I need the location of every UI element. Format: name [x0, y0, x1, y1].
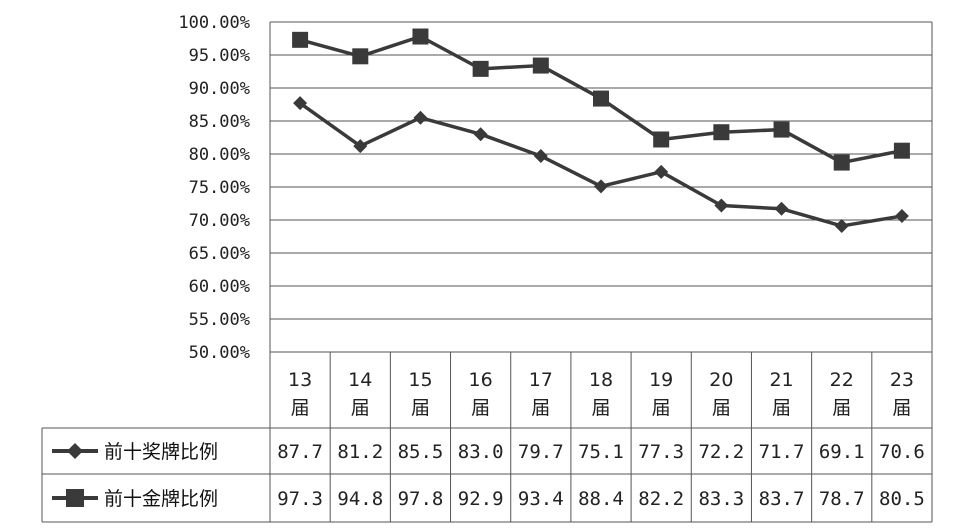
data-label: 92.9: [458, 488, 504, 510]
data-point: [293, 96, 308, 111]
data-label: 82.2: [638, 488, 684, 510]
data-label: 80.5: [879, 488, 925, 510]
series-lines: [292, 28, 910, 233]
x-category-label: 21 届: [769, 369, 793, 419]
data-point: [292, 31, 309, 48]
y-tick-label: 80.00%: [189, 145, 250, 165]
x-category-label: 17 届: [529, 369, 553, 419]
x-category-label: 19 届: [649, 369, 673, 419]
data-label: 75.1: [578, 441, 624, 463]
legend-label: 前十奖牌比例: [104, 441, 218, 463]
data-point: [473, 127, 488, 142]
data-point: [413, 110, 428, 125]
data-point: [773, 121, 790, 138]
data-label: 88.4: [578, 488, 624, 510]
x-category-label: 14 届: [348, 369, 372, 419]
data-label: 93.4: [518, 488, 564, 510]
data-point: [833, 154, 850, 171]
y-tick-label: 70.00%: [189, 211, 250, 231]
data-label: 97.3: [277, 488, 323, 510]
data-label: 87.7: [277, 441, 323, 463]
y-tick-label: 100.00%: [178, 13, 250, 33]
data-point: [774, 201, 789, 216]
data-point: [532, 57, 549, 74]
y-tick-label: 60.00%: [189, 277, 250, 297]
data-label: 81.2: [337, 441, 383, 463]
data-point: [714, 198, 729, 213]
data-label: 85.5: [398, 441, 444, 463]
data-point: [653, 131, 670, 148]
legend-marker: [66, 489, 84, 507]
data-point: [353, 139, 368, 154]
legend-label: 前十金牌比例: [104, 488, 218, 510]
x-category-label: 15 届: [408, 369, 432, 419]
y-tick-label: 65.00%: [189, 244, 250, 264]
x-category-label: 23 届: [890, 369, 914, 419]
y-axis-tick-labels: 50.00% 55.00% 60.00% 65.00% 70.00% 75.00% 80.0…: [178, 13, 250, 363]
x-category-label: 16 届: [469, 369, 493, 419]
data-label: 69.1: [819, 441, 865, 463]
data-point: [352, 48, 369, 65]
x-category-label: 20 届: [709, 369, 733, 419]
legend-marker: [67, 443, 83, 459]
x-category-label: 22 届: [830, 369, 854, 419]
gridlines: [269, 21, 933, 522]
data-label: 77.3: [638, 441, 684, 463]
data-label: 83.7: [759, 488, 805, 510]
y-tick-label: 95.00%: [189, 46, 250, 66]
data-label: 70.6: [879, 441, 925, 463]
y-tick-label: 55.00%: [189, 310, 250, 330]
data-label: 79.7: [518, 441, 564, 463]
data-label: 71.7: [759, 441, 805, 463]
data-point: [593, 90, 609, 107]
data-label: 83.0: [458, 441, 504, 463]
x-category-label: 13 届: [288, 369, 312, 419]
data-label: 83.3: [698, 488, 744, 510]
y-tick-label: 50.00%: [189, 343, 250, 363]
data-point: [713, 124, 730, 141]
data-point: [412, 28, 429, 45]
data-label: 78.7: [819, 488, 865, 510]
data-point: [893, 142, 910, 159]
data-point: [894, 209, 909, 224]
y-tick-label: 75.00%: [189, 178, 250, 198]
y-tick-label: 90.00%: [189, 79, 250, 99]
data-label: 72.2: [698, 441, 744, 463]
y-tick-label: 85.00%: [189, 112, 250, 132]
data-point: [654, 164, 669, 179]
data-label: 97.8: [398, 488, 444, 510]
data-point: [834, 218, 849, 233]
data-point: [594, 179, 608, 194]
x-category-label: 18 届: [589, 369, 613, 419]
data-point: [533, 148, 548, 163]
data-point: [472, 60, 489, 77]
data-label: 94.8: [337, 488, 383, 510]
